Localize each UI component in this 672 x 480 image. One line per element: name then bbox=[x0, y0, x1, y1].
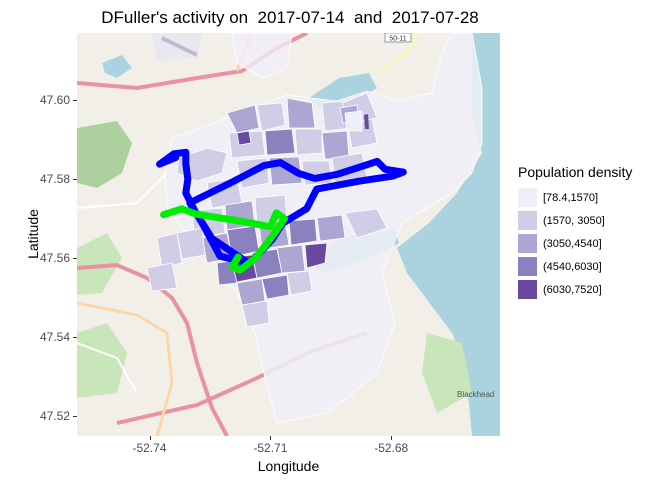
park-west bbox=[77, 121, 132, 188]
x-tick-label: -52.74 bbox=[132, 441, 167, 455]
road-5 bbox=[77, 342, 138, 394]
density-region-small bbox=[364, 114, 369, 129]
y-tick-mark bbox=[73, 179, 77, 181]
y-axis-label: Latitude bbox=[25, 209, 41, 259]
legend-swatch bbox=[518, 257, 537, 276]
park-west-2 bbox=[77, 233, 122, 295]
legend-swatch bbox=[518, 280, 537, 299]
place-label: Blackhead bbox=[457, 390, 494, 399]
y-tick-label: 47.60 bbox=[39, 93, 70, 108]
road-1 bbox=[77, 301, 174, 436]
x-tick-mark bbox=[270, 436, 272, 440]
y-tick-mark bbox=[73, 100, 77, 102]
y-tick-mark bbox=[73, 416, 77, 418]
x-tick-label: -52.71 bbox=[253, 441, 288, 455]
map-svg: 50-11 Blackhead bbox=[77, 33, 500, 436]
density-region-north bbox=[231, 33, 293, 79]
legend-item: (3050,4540] bbox=[518, 232, 632, 255]
park-se bbox=[422, 333, 472, 413]
route-shield: 50-11 bbox=[384, 33, 412, 43]
legend-title: Population density bbox=[518, 164, 633, 180]
park-sw bbox=[77, 323, 127, 398]
activity-track-2017-07-14 bbox=[156, 148, 407, 267]
y-tick-mark bbox=[73, 337, 77, 339]
x-axis-label: Longitude bbox=[257, 458, 320, 474]
legend: Population density [78.4,1570] (1570, 305… bbox=[518, 164, 632, 301]
legend-label: (6030,7520] bbox=[543, 283, 602, 296]
runway bbox=[161, 36, 198, 57]
route-shield-text: 50-11 bbox=[389, 36, 406, 43]
legend-label: (4540,6030] bbox=[543, 260, 602, 273]
legend-item: (1570, 3050] bbox=[518, 209, 632, 232]
y-tick-mark bbox=[73, 258, 77, 260]
y-tick-label: 47.52 bbox=[39, 409, 70, 424]
x-tick-mark bbox=[391, 436, 393, 440]
legend-label: [78.4,1570] bbox=[543, 191, 599, 204]
legend-items: [78.4,1570] (1570, 3050] (3050,4540] (4540,… bbox=[518, 186, 632, 301]
legend-label: (3050,4540] bbox=[543, 237, 602, 250]
chart-title: DFuller's activity on 2017-07-14 and 201… bbox=[101, 8, 479, 27]
ocean-east bbox=[397, 33, 500, 436]
road-4 bbox=[376, 33, 419, 75]
x-tick-label: -52.68 bbox=[374, 441, 409, 455]
density-blocks bbox=[146, 92, 388, 328]
map-panel[interactable]: 50-11 Blackhead bbox=[77, 33, 500, 436]
legend-item: (4540,6030] bbox=[518, 255, 632, 278]
y-tick-label: 47.56 bbox=[39, 251, 70, 266]
activity-track-2017-07-28 bbox=[160, 205, 288, 274]
legend-swatch bbox=[518, 211, 537, 230]
legend-item: [78.4,1570] bbox=[518, 186, 632, 209]
legend-swatch bbox=[518, 188, 537, 207]
road-3 bbox=[77, 172, 168, 209]
legend-label: (1570, 3050] bbox=[543, 214, 605, 227]
y-tick-label: 47.58 bbox=[39, 172, 70, 187]
lake-west bbox=[102, 55, 132, 78]
x-tick-mark bbox=[149, 436, 151, 440]
legend-item: (6030,7520] bbox=[518, 278, 632, 301]
y-tick-label: 47.54 bbox=[39, 330, 70, 345]
activity-tracks bbox=[156, 148, 407, 274]
legend-swatch bbox=[518, 234, 537, 253]
